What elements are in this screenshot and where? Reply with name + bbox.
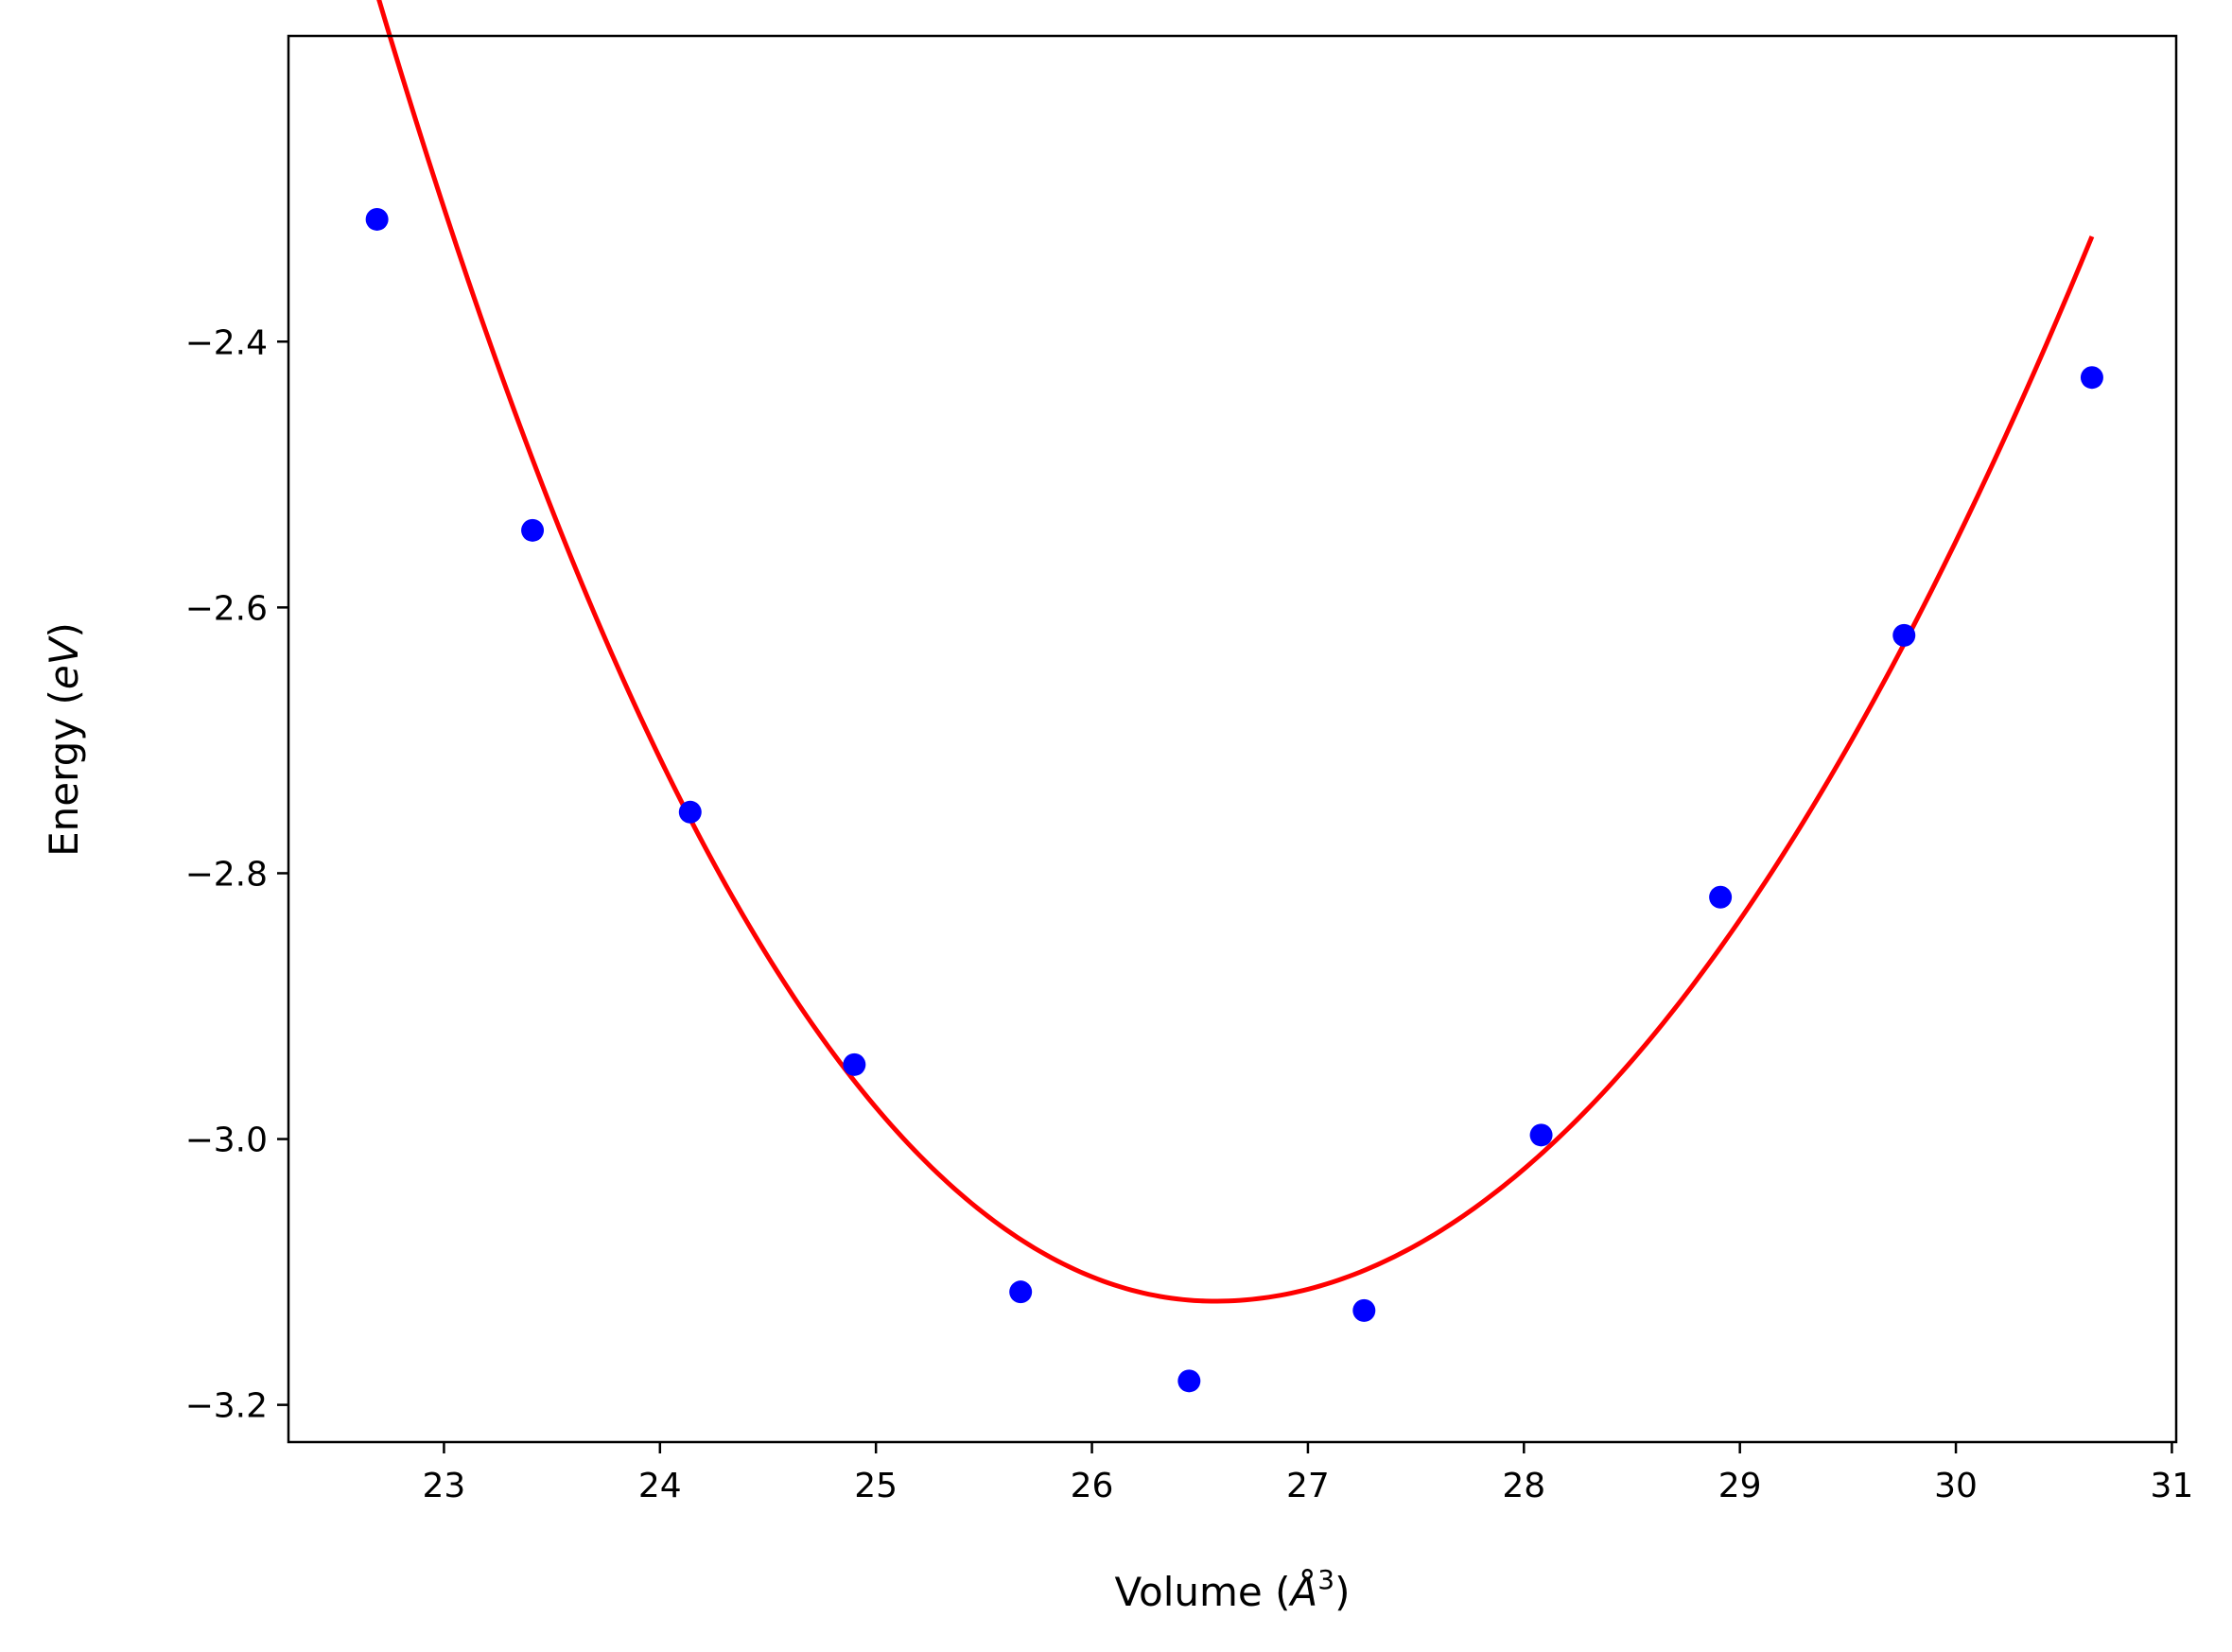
y-axis-label-var: eV <box>41 635 87 689</box>
plot-frame <box>287 34 2178 1444</box>
x-axis-label: Volume (Å3) <box>1115 1564 1351 1615</box>
data-point-7 <box>1352 1298 1376 1322</box>
fit-curve <box>376 0 2095 1304</box>
x-axis-ticks: 23 24 25 26 27 28 29 30 31 <box>423 1442 2194 1505</box>
data-point-3 <box>678 800 702 824</box>
x-tick-label: 26 <box>1071 1467 1114 1505</box>
x-tick-label: 27 <box>1286 1467 1330 1505</box>
x-axis-label-prefix: Volume ( <box>1115 1569 1291 1615</box>
y-axis-label-prefix: Energy ( <box>41 689 87 857</box>
data-point-8 <box>1529 1123 1553 1147</box>
y-tick-label: −2.8 <box>185 855 268 894</box>
x-axis-label-sup: 3 <box>1317 1564 1334 1595</box>
plot-marks <box>365 0 2103 1393</box>
x-tick-label: 24 <box>638 1467 682 1505</box>
y-axis-ticks: −2.4 −2.6 −2.8 −3.0 −3.2 <box>185 323 288 1426</box>
y-tick-label: −3.2 <box>185 1387 268 1426</box>
x-tick-label: 30 <box>1934 1467 1978 1505</box>
data-point-10 <box>1892 623 1916 647</box>
data-point-5 <box>1009 1280 1033 1304</box>
x-tick-label: 23 <box>423 1467 466 1505</box>
data-point-9 <box>1709 885 1733 909</box>
data-point-2 <box>521 518 545 542</box>
data-point-6 <box>1177 1369 1201 1393</box>
x-tick-label: 29 <box>1718 1467 1762 1505</box>
data-point-11 <box>2080 366 2103 390</box>
x-axis-label-var: Å <box>1288 1568 1318 1615</box>
x-axis-label-suffix: ) <box>1334 1569 1350 1615</box>
x-tick-label: 31 <box>2151 1467 2194 1505</box>
x-tick-label: 25 <box>854 1467 898 1505</box>
y-axis-label-suffix: ) <box>41 622 87 637</box>
y-tick-label: −3.0 <box>185 1122 268 1160</box>
y-tick-label: −2.4 <box>185 323 268 362</box>
data-point-1 <box>365 207 389 231</box>
x-tick-label: 28 <box>1502 1467 1545 1505</box>
data-point-4 <box>843 1052 866 1076</box>
y-tick-label: −2.6 <box>185 589 268 628</box>
y-axis-label: Energy (eV) <box>41 622 87 857</box>
